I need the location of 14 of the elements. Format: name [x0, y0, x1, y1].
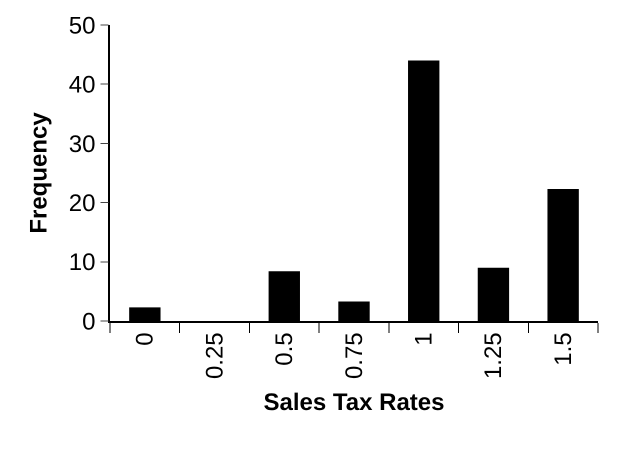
x-axis-title: Sales Tax Rates [264, 388, 444, 416]
x-tick-label: 1.25 [480, 332, 508, 380]
x-tick-label: 0 [132, 332, 159, 346]
y-axis-title: Frequency [25, 112, 52, 234]
y-tick-label: 30 [68, 130, 96, 158]
y-tick-label: 40 [68, 72, 96, 99]
x-tick-label: 1.5 [550, 332, 577, 366]
x-tick-label: 0.25 [201, 332, 228, 380]
x-tick-label: 0.75 [340, 332, 368, 380]
y-tick-label: 50 [68, 12, 96, 40]
y-tick-label: 20 [68, 190, 96, 217]
x-tick-label: 1 [410, 332, 438, 346]
x-tick-label: 0.5 [271, 332, 298, 366]
y-tick-label: 10 [68, 249, 96, 276]
